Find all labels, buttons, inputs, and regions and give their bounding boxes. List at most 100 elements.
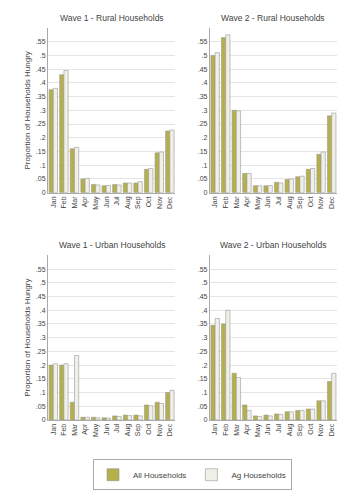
svg-text:.55: .55 [198, 266, 208, 273]
svg-text:Dec: Dec [166, 196, 173, 209]
svg-text:Wave 1 - Urban Households: Wave 1 - Urban Households [59, 240, 165, 250]
svg-text:Nov: Nov [156, 423, 163, 436]
svg-text:All Households: All Households [133, 471, 186, 480]
svg-text:Dec: Dec [328, 196, 335, 209]
svg-text:.05: .05 [36, 403, 46, 410]
svg-text:Jun: Jun [103, 424, 110, 435]
svg-text:.55: .55 [198, 38, 208, 45]
svg-text:Feb: Feb [60, 424, 67, 436]
svg-text:May: May [254, 196, 262, 210]
svg-text:.5: .5 [40, 279, 46, 286]
svg-text:Wave 2 - Rural Households: Wave 2 - Rural Households [221, 13, 325, 23]
svg-text:Aug: Aug [124, 196, 132, 209]
svg-text:.35: .35 [36, 320, 46, 327]
svg-text:.5: .5 [40, 52, 46, 59]
svg-text:.1: .1 [202, 389, 208, 396]
svg-text:Jan: Jan [50, 196, 57, 207]
svg-text:May: May [92, 423, 100, 437]
svg-text:.35: .35 [36, 93, 46, 100]
svg-text:0: 0 [204, 416, 208, 423]
svg-text:.55: .55 [36, 266, 46, 273]
svg-text:Apr: Apr [81, 196, 89, 208]
svg-text:Feb: Feb [222, 196, 229, 208]
svg-text:.15: .15 [36, 375, 46, 382]
svg-text:Nov: Nov [317, 423, 324, 436]
svg-text:May: May [92, 196, 100, 210]
svg-text:Jun: Jun [264, 196, 271, 207]
svg-text:.15: .15 [36, 148, 46, 155]
svg-text:.3: .3 [40, 334, 46, 341]
svg-text:.1: .1 [40, 389, 46, 396]
svg-text:.35: .35 [198, 93, 208, 100]
svg-text:.4: .4 [202, 307, 208, 314]
svg-text:Jul: Jul [113, 423, 120, 432]
svg-text:.2: .2 [40, 362, 46, 369]
svg-text:.55: .55 [36, 38, 46, 45]
svg-text:Ag Households: Ag Households [231, 471, 285, 480]
svg-text:Feb: Feb [222, 424, 229, 436]
svg-text:.25: .25 [198, 120, 208, 127]
svg-text:.25: .25 [36, 120, 46, 127]
svg-text:0: 0 [42, 189, 46, 196]
svg-text:Jun: Jun [264, 424, 271, 435]
svg-text:Nov: Nov [317, 196, 324, 209]
svg-text:.45: .45 [36, 293, 46, 300]
svg-text:Wave 1 - Rural Households: Wave 1 - Rural Households [60, 13, 164, 23]
svg-text:Jan: Jan [211, 424, 218, 435]
svg-text:Sep: Sep [134, 424, 142, 437]
svg-text:.3: .3 [40, 107, 46, 114]
svg-text:Oct: Oct [307, 424, 314, 435]
svg-text:Oct: Oct [145, 424, 152, 435]
svg-text:.2: .2 [202, 134, 208, 141]
svg-text:Nov: Nov [156, 196, 163, 209]
svg-text:Aug: Aug [286, 196, 294, 209]
svg-text:.1: .1 [202, 162, 208, 169]
svg-text:Proportion of Households Hungr: Proportion of Households Hungry [23, 279, 32, 397]
svg-text:Jul: Jul [275, 423, 282, 432]
svg-text:.25: .25 [198, 348, 208, 355]
svg-text:.05: .05 [198, 403, 208, 410]
svg-text:.2: .2 [202, 362, 208, 369]
svg-text:Oct: Oct [145, 196, 152, 207]
svg-text:.4: .4 [40, 79, 46, 86]
svg-text:.05: .05 [198, 175, 208, 182]
svg-text:.3: .3 [202, 334, 208, 341]
svg-text:Apr: Apr [81, 423, 89, 435]
svg-text:.5: .5 [202, 52, 208, 59]
svg-text:Sep: Sep [134, 196, 142, 209]
svg-text:.45: .45 [198, 66, 208, 73]
svg-text:.3: .3 [202, 107, 208, 114]
svg-text:Proportion of Households Hungr: Proportion of Households Hungry [23, 51, 32, 169]
svg-text:Mar: Mar [233, 196, 240, 209]
svg-text:Aug: Aug [124, 424, 132, 437]
svg-text:0: 0 [204, 189, 208, 196]
svg-text:.4: .4 [202, 79, 208, 86]
svg-text:Aug: Aug [286, 424, 294, 437]
svg-text:.4: .4 [40, 307, 46, 314]
svg-text:Sep: Sep [296, 424, 304, 437]
svg-text:.45: .45 [36, 66, 46, 73]
svg-text:Mar: Mar [233, 423, 240, 436]
svg-text:Feb: Feb [60, 196, 67, 208]
svg-text:Mar: Mar [71, 196, 78, 209]
svg-text:0: 0 [42, 416, 46, 423]
svg-text:.45: .45 [198, 293, 208, 300]
svg-text:Apr: Apr [243, 423, 251, 435]
svg-text:.15: .15 [198, 148, 208, 155]
svg-text:.35: .35 [198, 320, 208, 327]
svg-text:Jun: Jun [103, 196, 110, 207]
svg-text:.15: .15 [198, 375, 208, 382]
svg-text:Jul: Jul [275, 196, 282, 205]
svg-text:Jul: Jul [113, 196, 120, 205]
svg-text:Dec: Dec [166, 423, 173, 436]
svg-text:.2: .2 [40, 134, 46, 141]
svg-text:Apr: Apr [243, 196, 251, 208]
svg-text:.5: .5 [202, 279, 208, 286]
svg-text:.05: .05 [36, 175, 46, 182]
svg-text:Mar: Mar [71, 423, 78, 436]
svg-text:.1: .1 [40, 162, 46, 169]
svg-text:May: May [254, 423, 262, 437]
svg-text:.25: .25 [36, 348, 46, 355]
svg-text:Sep: Sep [296, 196, 304, 209]
svg-text:Wave 2 - Urban Households: Wave 2 - Urban Households [220, 240, 326, 250]
